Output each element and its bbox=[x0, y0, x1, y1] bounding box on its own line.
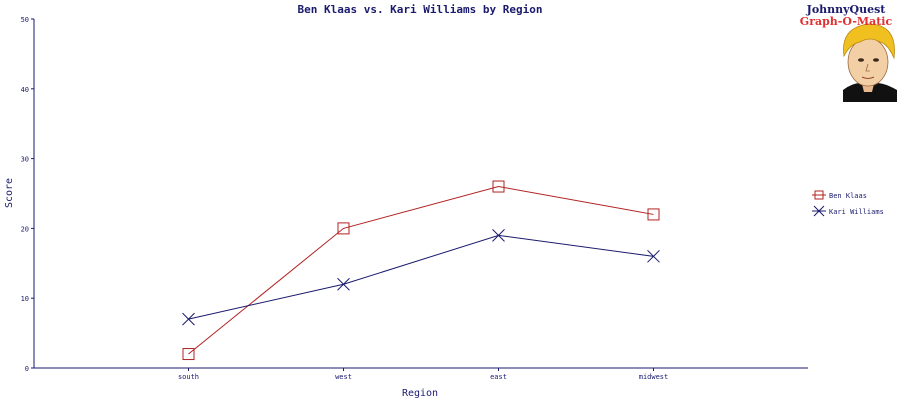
series-ben-klaas bbox=[182, 180, 660, 361]
data-point-kari-williams bbox=[337, 277, 350, 291]
y-axis-ticks: 0 10 20 30 40 50 bbox=[21, 16, 34, 373]
legend-label-ben: Ben Klaas bbox=[829, 192, 867, 200]
x-tick-label: midwest bbox=[639, 373, 669, 381]
y-tick-label: 50 bbox=[21, 16, 29, 24]
y-tick-label: 10 bbox=[21, 295, 29, 303]
legend: Ben Klaas Kari Williams bbox=[812, 190, 884, 217]
boy-face-icon bbox=[843, 23, 897, 102]
legend-item-kari: Kari Williams bbox=[812, 205, 884, 217]
axes bbox=[33, 19, 808, 369]
series-line-kari-williams bbox=[188, 234, 654, 320]
series-line-ben-klaas bbox=[188, 186, 654, 355]
x-axis-ticks: south west east midwest bbox=[178, 368, 668, 381]
legend-marker-kari bbox=[813, 205, 825, 217]
data-point-ben-klaas bbox=[492, 180, 505, 193]
y-tick-label: 40 bbox=[21, 86, 29, 94]
logo-line2: Graph-O-Matic bbox=[800, 15, 893, 28]
logo-line1: JohnnyQuest bbox=[806, 3, 887, 16]
y-axis-label: Score bbox=[4, 178, 15, 208]
logo: JohnnyQuest Graph-O-Matic bbox=[800, 3, 897, 102]
legend-marker-ben bbox=[814, 190, 824, 200]
legend-label-kari: Kari Williams bbox=[829, 208, 884, 216]
y-tick-label: 30 bbox=[21, 156, 29, 164]
data-point-ben-klaas bbox=[182, 348, 195, 361]
data-point-ben-klaas bbox=[647, 208, 660, 221]
chart-title: Ben Klaas vs. Kari Williams by Region bbox=[297, 3, 542, 16]
x-tick-label: east bbox=[490, 373, 507, 381]
data-point-kari-williams bbox=[182, 312, 195, 326]
data-point-kari-williams bbox=[492, 229, 505, 242]
series-kari-williams bbox=[182, 229, 660, 326]
y-tick-label: 20 bbox=[21, 225, 29, 233]
x-tick-label: west bbox=[335, 373, 352, 381]
x-tick-label: south bbox=[178, 373, 199, 381]
data-point-kari-williams bbox=[647, 249, 660, 263]
data-point-ben-klaas bbox=[337, 222, 350, 235]
y-tick-label: 0 bbox=[25, 365, 29, 373]
legend-item-ben: Ben Klaas bbox=[812, 190, 867, 200]
series-layer bbox=[182, 180, 660, 361]
x-axis-label: Region bbox=[402, 388, 438, 399]
